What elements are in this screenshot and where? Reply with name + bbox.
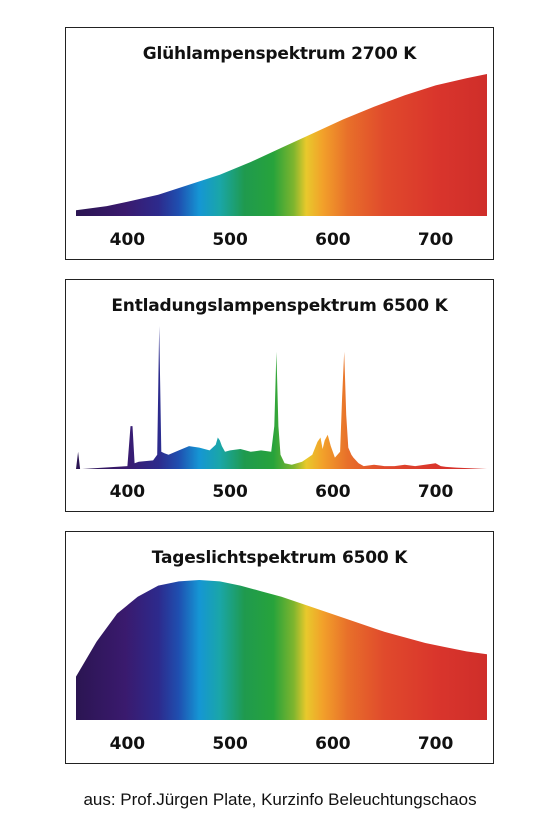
x-tick-label: 600 (315, 734, 351, 754)
chart-title: Glühlampenspektrum 2700 K (142, 44, 417, 64)
x-tick-label: 700 (418, 482, 454, 502)
spectrum-area (76, 326, 487, 469)
x-tick-label: 400 (110, 230, 146, 250)
chart-title: Entladungslampenspektrum 6500 K (111, 296, 448, 316)
incandescent-spectrum-panel: Glühlampenspektrum 2700 K 400 500 600 700 (65, 27, 494, 260)
x-tick-label: 600 (315, 482, 351, 502)
discharge-spectrum-panel: Entladungslampenspektrum 6500 K 400 500 60… (65, 279, 494, 512)
spectrum-chart: 400 500 600 700 (76, 326, 487, 502)
daylight-spectrum-panel: Tageslichtspektrum 6500 K 400 500 600 700 (65, 531, 494, 764)
x-tick-label: 400 (110, 482, 146, 502)
source-credit: aus: Prof.Jürgen Plate, Kurzinfo Beleuch… (83, 790, 477, 809)
spectrum-area (76, 74, 487, 216)
spectrum-area (76, 580, 487, 720)
x-tick-label: 500 (212, 482, 248, 502)
spectrum-chart: 400 500 600 700 (76, 74, 487, 250)
spectrum-chart: 400 500 600 700 (76, 580, 487, 754)
x-tick-label: 500 (212, 230, 248, 250)
x-tick-label: 700 (418, 230, 454, 250)
chart-title: Tageslichtspektrum 6500 K (151, 548, 408, 568)
x-tick-label: 700 (418, 734, 454, 754)
x-tick-label: 600 (315, 230, 351, 250)
x-tick-label: 400 (110, 734, 146, 754)
x-tick-label: 500 (212, 734, 248, 754)
